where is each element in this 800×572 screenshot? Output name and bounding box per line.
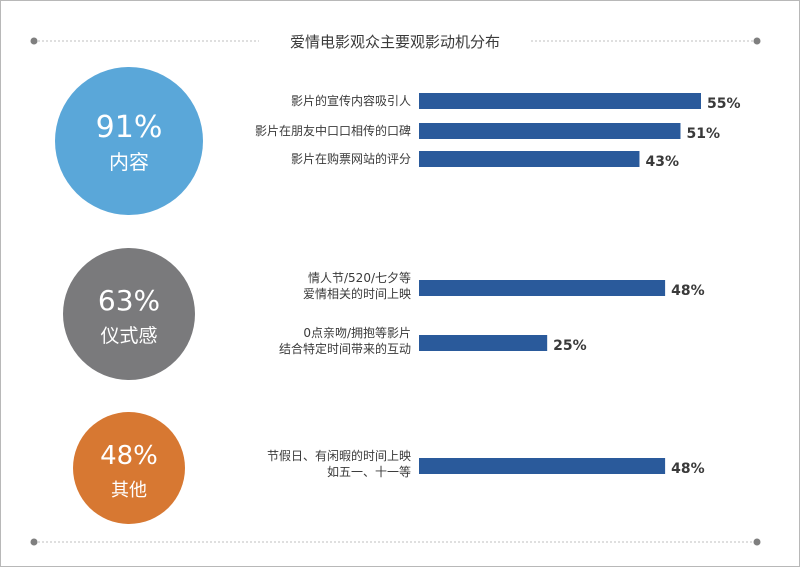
bottom-right-dot <box>753 538 761 546</box>
groups-layer: 91% 内容 55% 影片的宣传内容吸引人 51% 影片在朋友中口口相传的口碑 43% 影片在… <box>55 67 741 524</box>
group-circle <box>55 67 203 215</box>
chart-title: 爱情电影观众主要观影动机分布 <box>290 33 500 51</box>
bar-value-label: 43% <box>645 154 679 170</box>
top-divider <box>30 37 761 45</box>
bar <box>419 458 666 474</box>
group-percent-label: 48% <box>100 441 158 471</box>
bar-category-label: 影片的宣传内容吸引人 <box>291 93 411 108</box>
bar-value-label: 25% <box>553 338 587 354</box>
group-category-label: 内容 <box>109 150 149 174</box>
bar-value-label: 51% <box>686 126 720 142</box>
group-percent-label: 63% <box>98 284 160 317</box>
bar-category-label: 爱情相关的时间上映 <box>303 286 411 301</box>
bar-value-label: 55% <box>707 96 741 112</box>
group-category-label: 其他 <box>111 480 147 501</box>
bottom-left-dot <box>30 538 38 546</box>
bar-category-label: 0点亲吻/拥抱等影片 <box>303 325 411 340</box>
group-percent-label: 91% <box>96 110 163 145</box>
bar-value-label: 48% <box>671 461 705 477</box>
bar <box>419 123 681 139</box>
group-circle <box>63 248 195 380</box>
bar <box>419 280 666 296</box>
bar-category-label: 结合特定时间带来的互动 <box>279 341 411 356</box>
bar <box>419 151 640 167</box>
bar-category-label: 影片在购票网站的评分 <box>291 151 411 166</box>
group-circle <box>73 412 185 524</box>
bar-category-label: 影片在朋友中口口相传的口碑 <box>255 123 411 138</box>
bar <box>419 335 548 351</box>
bar-category-label: 节假日、有闲暇的时间上映 <box>267 448 411 463</box>
bar <box>419 93 701 109</box>
top-left-dot <box>30 37 38 45</box>
group-category-label: 仪式感 <box>100 325 157 347</box>
bar-category-label: 如五一、十一等 <box>327 464 411 479</box>
top-right-dot <box>753 37 761 45</box>
bar-category-label: 情人节/520/七夕等 <box>308 271 411 285</box>
group-0: 91% 内容 55% 影片的宣传内容吸引人 51% 影片在朋友中口口相传的口碑 43% 影片在… <box>55 67 741 215</box>
bottom-divider <box>30 538 761 546</box>
bar-value-label: 48% <box>671 283 705 299</box>
